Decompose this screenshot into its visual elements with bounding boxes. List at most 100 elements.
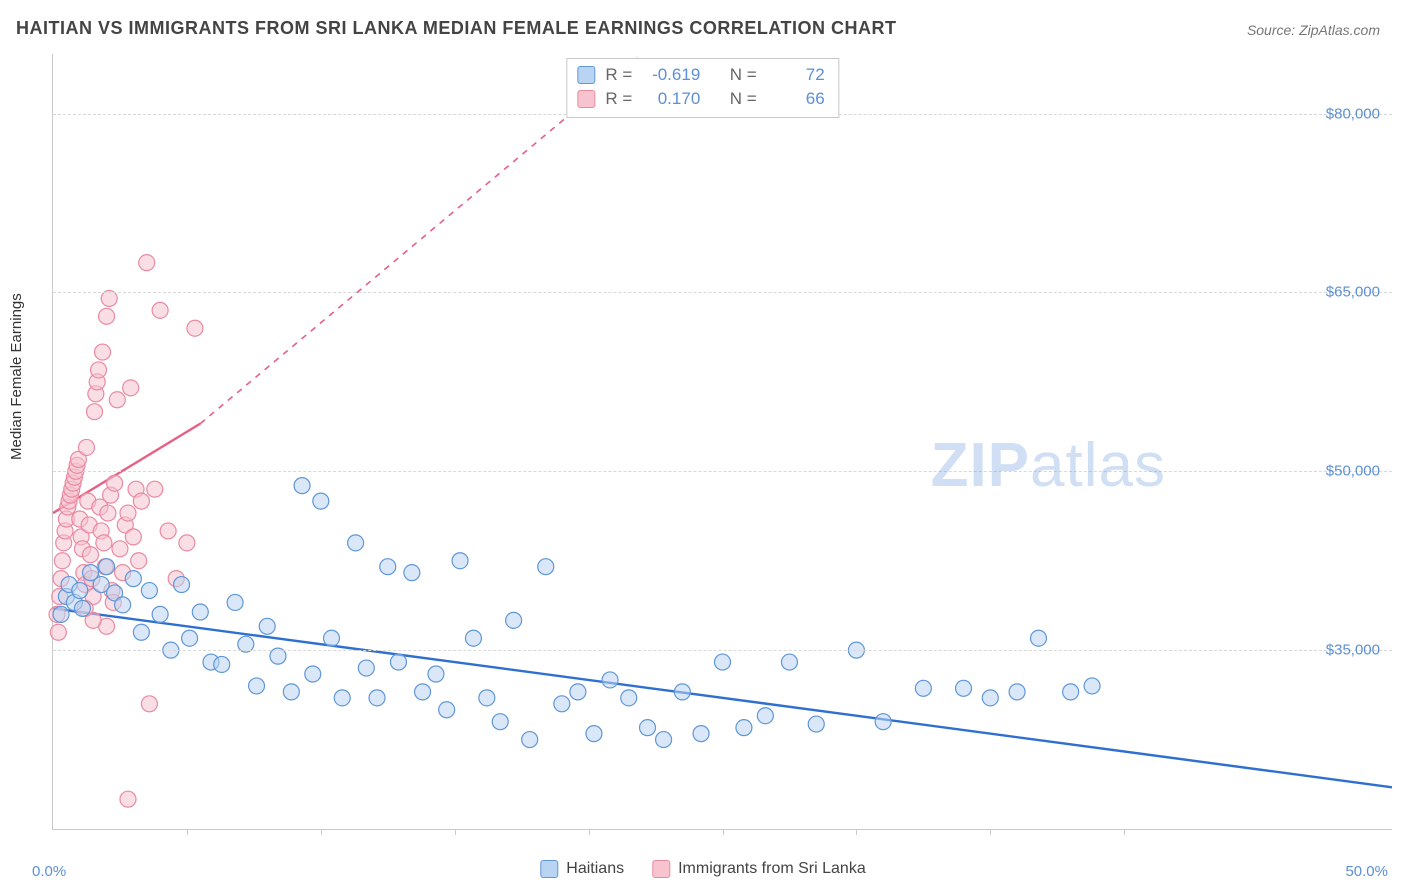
- scatter-point-haitians: [174, 577, 190, 593]
- scatter-point-haitians: [602, 672, 618, 688]
- scatter-point-haitians: [182, 630, 198, 646]
- scatter-plot-svg: [53, 54, 1392, 829]
- y-tick-label: $35,000: [1326, 642, 1380, 659]
- scatter-point-srilanka: [125, 529, 141, 545]
- scatter-point-srilanka: [120, 505, 136, 521]
- scatter-point-haitians: [380, 559, 396, 575]
- scatter-point-haitians: [506, 612, 522, 628]
- x-tick: [187, 829, 188, 835]
- stats-row-haitians: R = -0.619 N = 72: [577, 63, 824, 87]
- scatter-point-haitians: [348, 535, 364, 551]
- scatter-point-haitians: [757, 708, 773, 724]
- y-tick-label: $50,000: [1326, 463, 1380, 480]
- scatter-point-srilanka: [96, 535, 112, 551]
- scatter-point-srilanka: [99, 308, 115, 324]
- scatter-point-haitians: [133, 624, 149, 640]
- scatter-point-srilanka: [54, 553, 70, 569]
- scatter-point-haitians: [99, 559, 115, 575]
- scatter-point-haitians: [74, 600, 90, 616]
- scatter-point-haitians: [334, 690, 350, 706]
- scatter-point-srilanka: [87, 404, 103, 420]
- chart-title: HAITIAN VS IMMIGRANTS FROM SRI LANKA MED…: [16, 18, 896, 39]
- scatter-point-haitians: [982, 690, 998, 706]
- gridline: [53, 292, 1392, 293]
- scatter-point-srilanka: [133, 493, 149, 509]
- scatter-point-haitians: [358, 660, 374, 676]
- y-tick-label: $80,000: [1326, 105, 1380, 122]
- swatch-haitians-icon: [540, 860, 558, 878]
- scatter-point-haitians: [538, 559, 554, 575]
- scatter-point-haitians: [479, 690, 495, 706]
- scatter-point-haitians: [1031, 630, 1047, 646]
- scatter-point-srilanka: [91, 362, 107, 378]
- scatter-point-haitians: [640, 720, 656, 736]
- scatter-point-haitians: [492, 714, 508, 730]
- scatter-point-haitians: [125, 571, 141, 587]
- scatter-point-haitians: [249, 678, 265, 694]
- trend-line: [53, 608, 1392, 787]
- scatter-point-haitians: [674, 684, 690, 700]
- r-value-srilanka: 0.170: [642, 89, 700, 109]
- x-axis-max-label: 50.0%: [1345, 863, 1388, 880]
- scatter-point-haitians: [522, 732, 538, 748]
- scatter-point-haitians: [115, 597, 131, 613]
- scatter-point-srilanka: [112, 541, 128, 557]
- scatter-point-haitians: [693, 726, 709, 742]
- scatter-point-srilanka: [160, 523, 176, 539]
- r-value-haitians: -0.619: [642, 65, 700, 85]
- scatter-point-haitians: [586, 726, 602, 742]
- scatter-point-haitians: [915, 680, 931, 696]
- scatter-point-haitians: [956, 680, 972, 696]
- y-axis-label: Median Female Earnings: [8, 293, 25, 460]
- scatter-point-haitians: [554, 696, 570, 712]
- scatter-point-srilanka: [141, 696, 157, 712]
- scatter-point-haitians: [141, 583, 157, 599]
- scatter-point-haitians: [227, 594, 243, 610]
- scatter-point-haitians: [192, 604, 208, 620]
- x-tick: [589, 829, 590, 835]
- scatter-point-srilanka: [82, 547, 98, 563]
- x-tick: [856, 829, 857, 835]
- scatter-point-haitians: [621, 690, 637, 706]
- scatter-point-haitians: [53, 606, 69, 622]
- scatter-point-srilanka: [179, 535, 195, 551]
- swatch-srilanka-icon: [652, 860, 670, 878]
- scatter-point-haitians: [656, 732, 672, 748]
- scatter-point-srilanka: [95, 344, 111, 360]
- scatter-point-haitians: [715, 654, 731, 670]
- scatter-point-haitians: [736, 720, 752, 736]
- x-tick: [455, 829, 456, 835]
- scatter-point-srilanka: [120, 791, 136, 807]
- scatter-point-haitians: [152, 606, 168, 622]
- n-value-srilanka: 66: [767, 89, 825, 109]
- scatter-point-haitians: [294, 478, 310, 494]
- x-tick: [723, 829, 724, 835]
- scatter-point-haitians: [439, 702, 455, 718]
- watermark: ZIPatlas: [931, 430, 1166, 501]
- scatter-point-srilanka: [100, 505, 116, 521]
- x-axis-min-label: 0.0%: [32, 863, 66, 880]
- scatter-point-haitians: [781, 654, 797, 670]
- scatter-point-srilanka: [78, 439, 94, 455]
- scatter-point-srilanka: [50, 624, 66, 640]
- scatter-point-haitians: [259, 618, 275, 634]
- chart-area: $35,000$50,000$65,000$80,000: [52, 54, 1392, 830]
- legend-label-haitians: Haitians: [566, 860, 624, 878]
- x-tick: [1124, 829, 1125, 835]
- scatter-point-haitians: [324, 630, 340, 646]
- scatter-point-haitians: [305, 666, 321, 682]
- legend: Haitians Immigrants from Sri Lanka: [530, 856, 875, 882]
- legend-item-srilanka: Immigrants from Sri Lanka: [652, 860, 866, 878]
- scatter-point-haitians: [1084, 678, 1100, 694]
- scatter-point-haitians: [808, 716, 824, 732]
- scatter-point-haitians: [428, 666, 444, 682]
- scatter-point-srilanka: [139, 255, 155, 271]
- scatter-point-srilanka: [147, 481, 163, 497]
- scatter-point-haitians: [390, 654, 406, 670]
- source-attribution: Source: ZipAtlas.com: [1247, 22, 1380, 38]
- scatter-point-srilanka: [131, 553, 147, 569]
- gridline: [53, 471, 1392, 472]
- scatter-point-haitians: [369, 690, 385, 706]
- scatter-point-haitians: [72, 583, 88, 599]
- x-tick: [990, 829, 991, 835]
